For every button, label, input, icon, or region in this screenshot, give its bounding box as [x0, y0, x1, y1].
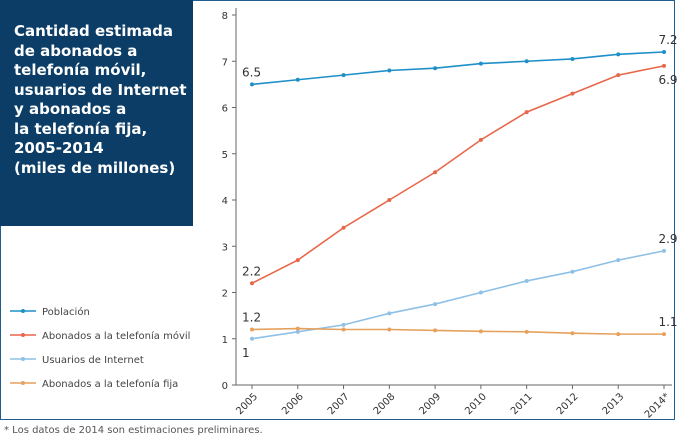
data-point [433, 302, 438, 307]
data-point [341, 322, 346, 327]
data-point [570, 56, 575, 61]
series-line [251, 327, 664, 335]
y-tick-label: 4 [222, 196, 228, 207]
legend: Población Abonados a la telefonía móvil Us… [10, 306, 190, 390]
legend-label: Abonados a la telefonía móvil [42, 330, 190, 342]
x-tick-labels: 2005 2006 2007 2008 2009 2010 2011 2012 2013 2014… [234, 385, 672, 421]
y-tick-label: 8 [222, 11, 228, 22]
data-labels: 6.5 7.2 2.2 6.9 1 2.9 1.2 1.1 [242, 33, 677, 360]
legend-marker [21, 309, 25, 313]
series-lines [250, 50, 666, 341]
x-tick-label: 2009 [417, 391, 443, 417]
data-label: 1 [242, 346, 250, 360]
data-point [524, 329, 529, 334]
data-label: 2.2 [242, 264, 261, 278]
data-point [570, 269, 575, 274]
data-label: 7.2 [658, 33, 677, 47]
x-tick-label: 2011 [509, 391, 535, 417]
data-point [387, 198, 392, 202]
data-point [341, 225, 346, 230]
data-point [433, 328, 438, 333]
data-point [387, 311, 392, 316]
data-point [250, 336, 254, 341]
data-point [524, 278, 529, 283]
data-label: 1.1 [658, 315, 677, 329]
legend-marker [21, 381, 25, 385]
y-tick-label: 2 [222, 289, 228, 300]
data-point [478, 137, 483, 142]
data-point [433, 66, 438, 71]
legend-marker [21, 333, 25, 337]
x-tick-label: 2014* [643, 391, 672, 420]
x-tick-label: 2010 [463, 391, 489, 417]
data-label: 2.9 [658, 232, 677, 246]
y-tick-label: 5 [222, 150, 228, 161]
x-tick-label: 2007 [326, 391, 352, 417]
x-tick-label: 2006 [280, 391, 306, 417]
data-label: 6.9 [658, 73, 677, 87]
data-point [570, 91, 575, 96]
legend-marker [21, 357, 25, 361]
data-point [478, 290, 483, 295]
data-point [433, 170, 438, 175]
legend-label: Usuarios de Internet [42, 355, 144, 366]
data-point [616, 332, 621, 337]
chart-title: Cantidad estimada de abonados a telefoní… [0, 0, 193, 226]
data-point [295, 77, 300, 82]
x-tick-label: 2008 [372, 391, 398, 417]
data-point [295, 258, 300, 263]
data-point [662, 332, 666, 337]
data-point [616, 73, 621, 78]
data-point [662, 63, 666, 68]
data-point [524, 59, 529, 64]
data-point [250, 82, 254, 87]
data-point [295, 326, 300, 331]
data-point [295, 329, 300, 334]
data-point [387, 68, 392, 73]
data-point [616, 258, 621, 263]
y-tick-label: 6 [222, 104, 228, 115]
data-point [524, 110, 529, 115]
y-tick-label: 1 [222, 335, 228, 346]
series-line [251, 250, 665, 340]
data-point [662, 248, 666, 253]
footnote: * Los datos de 2014 son estimaciones pre… [4, 425, 263, 436]
x-tick-label: 2012 [555, 391, 581, 417]
y-tick-label: 0 [222, 381, 228, 392]
y-tick-labels: 0 1 2 3 4 5 6 7 8 [222, 11, 236, 392]
data-point [341, 73, 346, 78]
series-line [251, 51, 665, 86]
data-point [250, 327, 254, 332]
data-point [478, 329, 483, 334]
y-tick-label: 7 [222, 57, 228, 68]
data-point [570, 331, 575, 336]
x-tick-label: 2005 [234, 391, 260, 417]
data-label: 6.5 [242, 65, 261, 79]
data-label: 1.2 [242, 311, 261, 325]
legend-label: Abonados a la telefonía fija [42, 378, 178, 390]
x-tick-label: 2013 [601, 391, 627, 417]
series-line [251, 65, 665, 284]
data-point [478, 61, 483, 66]
data-point [250, 281, 254, 286]
data-point [387, 327, 392, 332]
data-point [341, 327, 346, 332]
data-point [662, 50, 666, 54]
y-tick-label: 3 [222, 242, 228, 253]
data-point [616, 52, 621, 57]
legend-label: Población [42, 306, 90, 318]
